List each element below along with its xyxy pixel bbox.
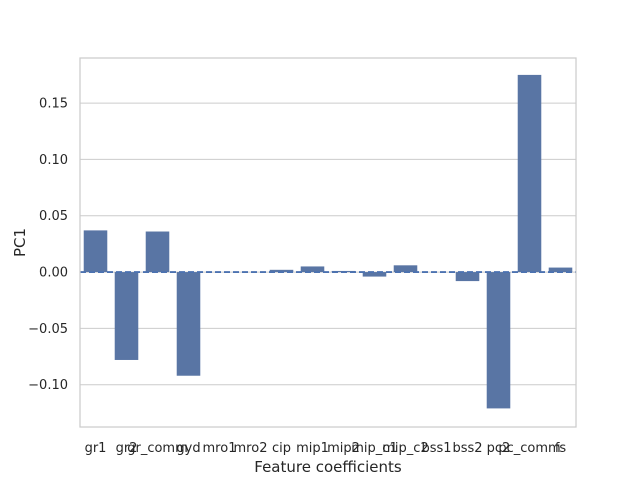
y-tick-label: −0.10 <box>28 378 68 393</box>
y-axis-label: PC1 <box>11 228 29 257</box>
bars <box>83 74 573 409</box>
bar-fs <box>548 267 573 273</box>
x-tick-label: pc2 <box>487 441 511 456</box>
bar-bss2 <box>455 272 480 282</box>
y-tick-label: 0.05 <box>39 209 68 224</box>
x-tick-label: gr1 <box>85 441 107 456</box>
x-tick-label: mip_c1 <box>351 441 397 456</box>
x-tick-label: mip_c2 <box>382 441 428 456</box>
bar-gr1 <box>83 230 108 273</box>
x-tick-label: pc_comm <box>498 441 560 456</box>
x-tick-label: mip1 <box>296 441 329 456</box>
y-tick-label: −0.05 <box>28 322 68 337</box>
bar-pc_comm <box>517 74 542 273</box>
plot-frame <box>79 57 577 428</box>
x-axis-label: Feature coefficients <box>254 458 402 476</box>
x-tick-label: mro1 <box>203 441 237 456</box>
y-tick-label: 0.10 <box>39 153 68 168</box>
x-tick-label: gr_comm <box>127 441 188 456</box>
y-tick-label: 0.15 <box>39 97 68 112</box>
x-tick-label: cip <box>272 441 291 456</box>
y-tick-labels: −0.10 −0.05 0.00 0.05 0.10 0.15 <box>28 97 68 394</box>
x-tick-label: bss2 <box>452 441 482 456</box>
bar-gr2 <box>114 272 139 360</box>
x-tick-label: bss1 <box>421 441 451 456</box>
bar-gr_comm <box>145 231 170 273</box>
bar-cip <box>269 269 294 273</box>
x-tick-label: gr2 <box>116 441 138 456</box>
x-tick-label: mro2 <box>234 441 268 456</box>
bar-mip_c1 <box>362 272 387 277</box>
bar-mip_c2 <box>393 265 418 273</box>
y-tick-label: 0.00 <box>39 266 68 281</box>
bar-gyd <box>176 272 201 376</box>
x-tick-label: fs <box>555 441 567 456</box>
bar-pc2 <box>486 272 511 409</box>
bar-mip1 <box>300 266 325 273</box>
x-tick-label: mip2 <box>327 441 360 456</box>
x-tick-label: gyd <box>176 441 200 456</box>
